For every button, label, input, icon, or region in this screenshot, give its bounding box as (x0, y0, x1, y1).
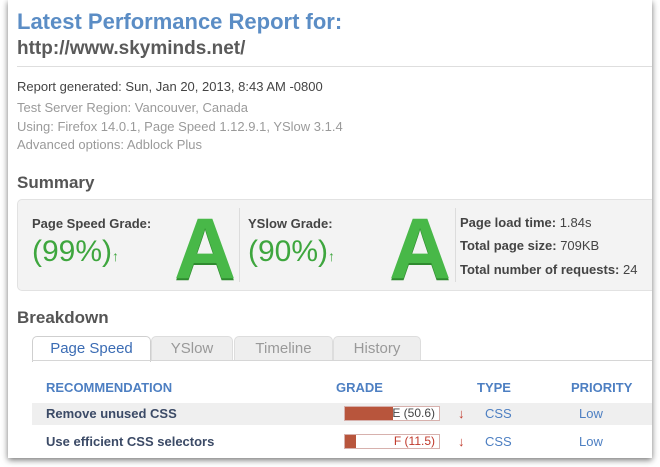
grade-bar: E (50.6) (344, 406, 440, 421)
yslow-grade-label: YSlow Grade: (248, 216, 333, 231)
tab-page-speed[interactable]: Page Speed (32, 336, 151, 362)
yslow-percent-value: (90%) (248, 235, 329, 268)
page-load-time-label: Page load time: (460, 215, 557, 230)
trend-up-icon: ↑ (112, 248, 120, 264)
grade-bar-fill (345, 435, 356, 448)
total-requests: Total number of requests: 24 (460, 262, 637, 277)
pagespeed-percent: (99%)↑ (32, 235, 119, 269)
trend-down-icon: ↓ (458, 406, 465, 421)
summary-divider (239, 208, 240, 282)
recommendation-name[interactable]: Use efficient CSS selectors (46, 434, 215, 449)
recommendation-type: CSS (485, 434, 512, 449)
column-header-recommendation[interactable]: RECOMMENDATION (46, 380, 173, 395)
trend-up-icon: ↑ (328, 248, 336, 264)
pagespeed-letter-grade: A (174, 201, 237, 297)
total-page-size-label: Total page size: (460, 238, 557, 253)
tool-versions: Using: Firefox 14.0.1, Page Speed 1.12.9… (17, 119, 343, 134)
header-divider (17, 66, 652, 67)
report-generated: Report generated: Sun, Jan 20, 2013, 8:4… (17, 79, 323, 94)
page-load-time: Page load time: 1.84s (460, 215, 592, 230)
breakdown-heading: Breakdown (17, 308, 109, 327)
tab-strip-border (32, 360, 652, 361)
recommendation-priority: Low (579, 434, 603, 449)
page-load-time-value: 1.84s (559, 215, 592, 230)
grade-bar-fill (345, 407, 393, 420)
table-row[interactable]: Remove unused CSS E (50.6) ↓ CSS Low (32, 403, 652, 425)
report-panel: Latest Performance Report for: http://ww… (8, 0, 652, 458)
grade-bar: F (11.5) (344, 434, 440, 449)
yslow-percent: (90%)↑ (248, 235, 335, 269)
total-requests-label: Total number of requests: (460, 262, 620, 277)
tab-timeline[interactable]: Timeline (234, 336, 333, 361)
column-header-type[interactable]: TYPE (477, 380, 511, 395)
total-page-size-value: 709KB (560, 238, 600, 253)
summary-box: Page Speed Grade: (99%)↑ A YSlow Grade: … (17, 199, 652, 297)
grade-value: F (11.5) (393, 434, 435, 448)
recommendation-priority: Low (579, 406, 603, 421)
total-requests-value: 24 (623, 262, 638, 277)
total-page-size: Total page size: 709KB (460, 238, 599, 253)
advanced-options: Advanced options: Adblock Plus (17, 137, 203, 152)
tab-history[interactable]: History (333, 336, 421, 361)
trend-down-icon: ↓ (458, 434, 465, 449)
pagespeed-percent-value: (99%) (32, 235, 113, 268)
tab-yslow[interactable]: YSlow (151, 336, 233, 361)
summary-heading: Summary (17, 173, 95, 192)
column-header-grade[interactable]: GRADE (336, 380, 383, 395)
table-row[interactable]: Use efficient CSS selectors F (11.5) ↓ C… (32, 431, 652, 453)
site-url: http://www.skyminds.net/ (17, 38, 246, 59)
recommendation-name[interactable]: Remove unused CSS (46, 406, 177, 421)
summary-divider (455, 208, 456, 282)
page-title: Latest Performance Report for: (17, 9, 343, 34)
pagespeed-grade-label: Page Speed Grade: (32, 216, 152, 231)
recommendation-type: CSS (485, 406, 512, 421)
yslow-letter-grade: A (389, 201, 452, 297)
server-region: Test Server Region: Vancouver, Canada (17, 100, 249, 115)
grade-value: E (50.6) (392, 406, 435, 420)
column-header-priority[interactable]: PRIORITY (571, 380, 633, 395)
